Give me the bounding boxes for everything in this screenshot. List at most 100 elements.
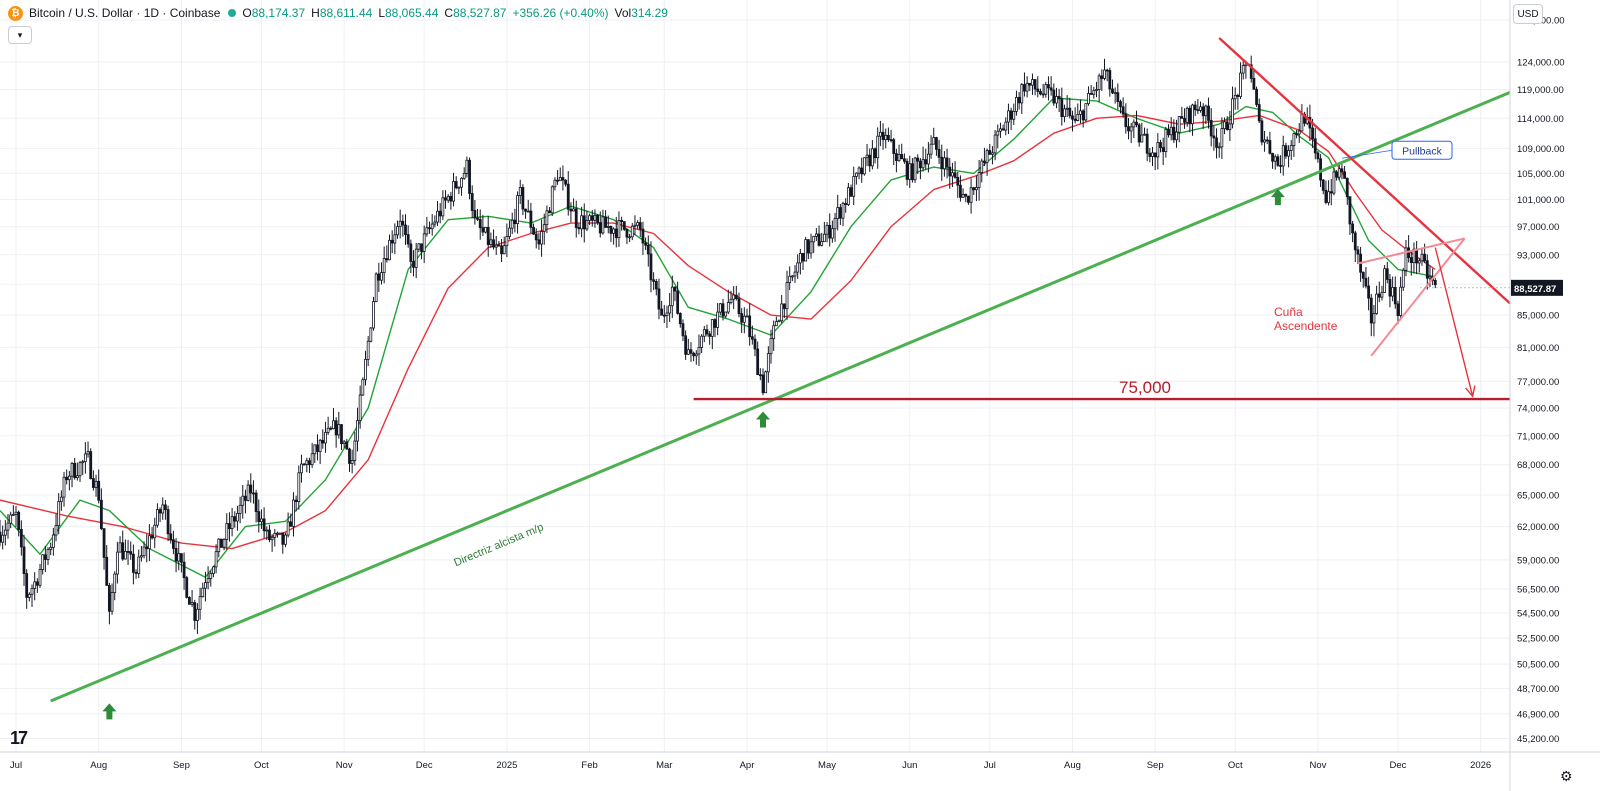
candle[interactable] bbox=[153, 517, 157, 549]
candle[interactable] bbox=[1180, 106, 1184, 119]
candle[interactable] bbox=[1092, 86, 1096, 99]
candle[interactable] bbox=[988, 143, 992, 155]
candle[interactable] bbox=[518, 179, 522, 204]
candle[interactable] bbox=[340, 424, 343, 450]
candle[interactable] bbox=[385, 245, 389, 263]
candle[interactable] bbox=[585, 210, 589, 232]
candle[interactable] bbox=[1036, 76, 1040, 98]
candle[interactable] bbox=[188, 596, 191, 605]
candle[interactable] bbox=[308, 457, 311, 474]
candle[interactable] bbox=[999, 122, 1002, 138]
candle[interactable] bbox=[86, 441, 90, 458]
candle[interactable] bbox=[454, 176, 458, 190]
candle[interactable] bbox=[758, 368, 762, 381]
candle[interactable] bbox=[489, 232, 493, 248]
candle[interactable] bbox=[1404, 239, 1408, 277]
candle[interactable] bbox=[113, 571, 117, 601]
candle[interactable] bbox=[67, 470, 71, 491]
candle[interactable] bbox=[1279, 155, 1282, 174]
candle[interactable] bbox=[1105, 68, 1109, 82]
candle[interactable] bbox=[625, 228, 629, 245]
candle[interactable] bbox=[1159, 139, 1162, 153]
candle[interactable] bbox=[702, 325, 706, 343]
candle[interactable] bbox=[878, 120, 882, 147]
candle[interactable] bbox=[393, 223, 397, 255]
candle[interactable] bbox=[1097, 73, 1101, 102]
candle[interactable] bbox=[894, 148, 898, 173]
candle[interactable] bbox=[1287, 145, 1290, 168]
candle[interactable] bbox=[1156, 133, 1160, 170]
candle[interactable] bbox=[1225, 116, 1229, 131]
candle[interactable] bbox=[724, 311, 728, 319]
candle[interactable] bbox=[1052, 83, 1056, 106]
candle[interactable] bbox=[1345, 177, 1349, 205]
candle[interactable] bbox=[1223, 117, 1226, 135]
candle[interactable] bbox=[436, 200, 439, 227]
candle[interactable] bbox=[1353, 230, 1357, 263]
candle[interactable] bbox=[1068, 97, 1072, 119]
candle[interactable] bbox=[1361, 271, 1365, 288]
candle[interactable] bbox=[561, 165, 565, 191]
candle[interactable] bbox=[126, 539, 130, 566]
candle[interactable] bbox=[70, 461, 74, 488]
candle[interactable] bbox=[932, 127, 936, 145]
candle[interactable] bbox=[1249, 55, 1253, 83]
candle[interactable] bbox=[446, 194, 450, 203]
candle[interactable] bbox=[169, 524, 173, 544]
candle[interactable] bbox=[1127, 118, 1130, 140]
candle[interactable] bbox=[27, 592, 31, 602]
candle[interactable] bbox=[273, 528, 277, 547]
candle[interactable] bbox=[54, 513, 58, 542]
candle[interactable] bbox=[1335, 170, 1338, 181]
candle[interactable] bbox=[601, 209, 605, 235]
candle[interactable] bbox=[849, 184, 853, 197]
candle[interactable] bbox=[612, 227, 616, 245]
candle[interactable] bbox=[260, 509, 263, 529]
candle[interactable] bbox=[540, 219, 543, 257]
candle[interactable] bbox=[964, 193, 968, 203]
candle[interactable] bbox=[798, 248, 802, 275]
candle[interactable] bbox=[366, 336, 370, 367]
candle[interactable] bbox=[214, 544, 218, 574]
candle[interactable] bbox=[492, 229, 495, 250]
candle[interactable] bbox=[652, 272, 656, 291]
currency-selector[interactable]: USD bbox=[1513, 4, 1543, 24]
candle[interactable] bbox=[417, 243, 421, 253]
candle[interactable] bbox=[670, 275, 674, 319]
candle[interactable] bbox=[473, 200, 477, 225]
candle[interactable] bbox=[622, 221, 626, 231]
chevron-down-icon[interactable]: ▾ bbox=[8, 26, 32, 44]
candle[interactable] bbox=[606, 215, 610, 234]
candle[interactable] bbox=[1332, 167, 1336, 196]
candle[interactable] bbox=[1041, 83, 1045, 99]
candle[interactable] bbox=[913, 156, 917, 183]
candle[interactable] bbox=[83, 442, 87, 474]
symbol-title[interactable]: Bitcoin / U.S. Dollar · 1D · Coinbase bbox=[29, 6, 221, 20]
candle[interactable] bbox=[881, 123, 885, 150]
candle[interactable] bbox=[793, 265, 797, 283]
candle[interactable] bbox=[705, 324, 709, 337]
candle[interactable] bbox=[99, 488, 103, 531]
candle[interactable] bbox=[636, 220, 640, 229]
candle[interactable] bbox=[1212, 125, 1216, 151]
candle[interactable] bbox=[62, 471, 66, 507]
candle[interactable] bbox=[1055, 87, 1058, 109]
candle[interactable] bbox=[836, 194, 840, 231]
candle[interactable] bbox=[673, 286, 677, 302]
candle[interactable] bbox=[1031, 73, 1034, 95]
candle[interactable] bbox=[940, 144, 944, 181]
candle[interactable] bbox=[766, 346, 770, 383]
candle[interactable] bbox=[1284, 142, 1288, 159]
candle[interactable] bbox=[854, 172, 858, 185]
candle[interactable] bbox=[897, 144, 901, 162]
candle[interactable] bbox=[230, 507, 234, 537]
candle[interactable] bbox=[740, 308, 744, 333]
candle[interactable] bbox=[564, 179, 567, 187]
candle[interactable] bbox=[484, 226, 487, 234]
candle[interactable] bbox=[737, 292, 741, 318]
candle[interactable] bbox=[180, 553, 183, 573]
candle[interactable] bbox=[983, 147, 986, 167]
candle[interactable] bbox=[889, 129, 893, 143]
candle[interactable] bbox=[566, 171, 570, 216]
